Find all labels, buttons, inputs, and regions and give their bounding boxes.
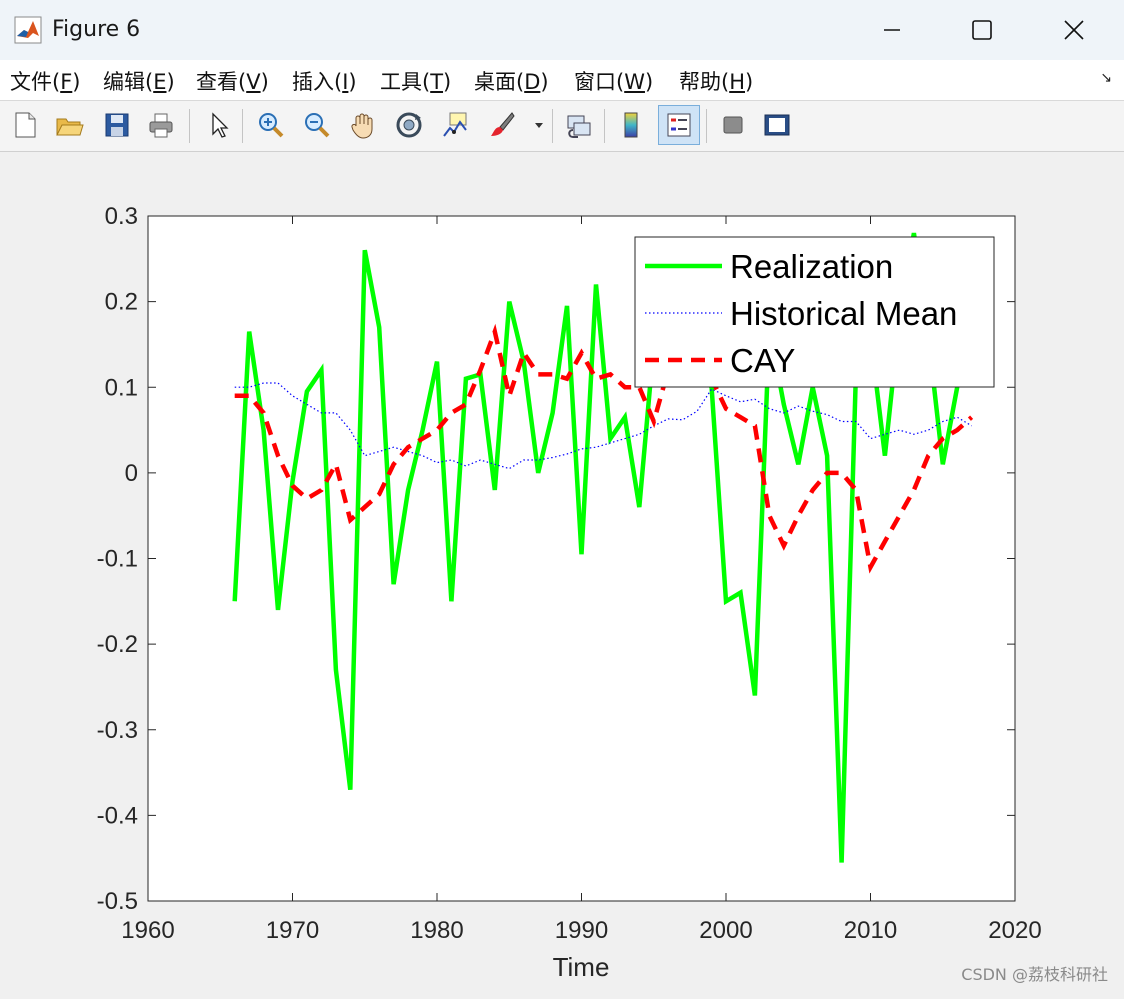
link-plot-icon: [567, 115, 591, 138]
save-icon: [105, 113, 129, 137]
close-button[interactable]: [1046, 8, 1102, 52]
rotate-3d-button[interactable]: [392, 108, 426, 142]
y-tick-label: -0.4: [97, 802, 138, 829]
x-tick-label: 1980: [410, 917, 463, 944]
x-tick-label: 2020: [988, 917, 1041, 944]
figure-toolbar: [0, 101, 1124, 152]
menu-window[interactable]: 窗口(W): [574, 70, 654, 94]
legend-button[interactable]: [658, 105, 700, 145]
y-tick-label: 0: [125, 460, 138, 487]
toolbar-separator: [242, 109, 243, 143]
maximize-icon: [972, 20, 992, 40]
zoom-in-icon: [259, 113, 284, 138]
y-tick-label: -0.1: [97, 546, 138, 573]
menu-insert[interactable]: 插入(I): [292, 70, 357, 94]
colorbar-button[interactable]: [614, 108, 648, 142]
chevron-down-icon: [535, 123, 543, 128]
x-tick-label: 1960: [121, 917, 174, 944]
legend-label: Historical Mean: [730, 295, 957, 332]
show-plot-tools-button[interactable]: [760, 108, 794, 142]
rotate-3d-icon: [396, 112, 422, 138]
toolbar-separator: [189, 109, 190, 143]
series-line-realization[interactable]: [232, 232, 960, 863]
open-file-icon: [56, 118, 84, 136]
maximize-button[interactable]: [954, 8, 1010, 52]
x-tick-label: 1970: [266, 917, 319, 944]
series-line-historical-mean[interactable]: [234, 382, 972, 470]
menu-file[interactable]: 文件(F): [10, 70, 81, 94]
y-tick-label: -0.3: [97, 717, 138, 744]
line-chart[interactable]: 1960 1970 1980 1990 2000 2010 2020 -0.5 -0.4 -0.3…: [0, 152, 1124, 995]
window-title-bar: Figure 6: [0, 0, 1124, 61]
toolbar-separator: [604, 109, 605, 143]
series-line-cay[interactable]: [234, 323, 974, 574]
figure-canvas: 1960 1970 1980 1990 2000 2010 2020 -0.5 -0.4 -0.3…: [0, 152, 1124, 995]
y-tick-label: -0.2: [97, 631, 138, 658]
open-file-button[interactable]: [52, 108, 86, 142]
brush-icon: [491, 112, 515, 136]
link-plot-button[interactable]: [562, 108, 596, 142]
zoom-in-button[interactable]: [254, 108, 288, 142]
select-arrow-icon: [212, 112, 229, 138]
brush-button[interactable]: [484, 108, 518, 142]
print-icon: [149, 113, 173, 138]
x-tick-label: 2010: [844, 917, 897, 944]
select-button[interactable]: [202, 108, 236, 142]
close-icon: [1064, 20, 1084, 40]
minimize-button[interactable]: [864, 8, 920, 52]
menu-bar: 文件(F) 编辑(E) 查看(V) 插入(I) 工具(T) 桌面(D) 窗口(W…: [0, 60, 1124, 101]
y-tick-label: 0.3: [105, 203, 138, 230]
pan-button[interactable]: [346, 108, 380, 142]
hide-plot-tools-icon: [723, 116, 743, 134]
new-figure-button[interactable]: [8, 108, 42, 142]
menu-view[interactable]: 查看(V): [196, 70, 269, 94]
colorbar-icon: [624, 112, 638, 138]
x-tick-label: 2000: [699, 917, 752, 944]
matlab-logo-icon: [14, 16, 42, 44]
minimize-icon: [884, 29, 900, 31]
brush-dropdown[interactable]: [532, 108, 546, 142]
legend-label: CAY: [730, 342, 795, 379]
x-tick-label: 1990: [555, 917, 608, 944]
legend[interactable]: Realization Historical Mean CAY: [634, 236, 995, 388]
y-tick-label: -0.5: [97, 888, 138, 915]
data-cursor-button[interactable]: [438, 108, 472, 142]
pan-hand-icon: [351, 113, 373, 139]
legend-label: Realization: [730, 248, 893, 285]
data-cursor-icon: [443, 112, 467, 137]
toolbar-separator: [706, 109, 707, 143]
y-tick-label: 0.2: [105, 289, 138, 316]
hide-plot-tools-button[interactable]: [716, 108, 750, 142]
watermark: CSDN @荔枝科研社: [961, 965, 1108, 984]
save-button[interactable]: [100, 108, 134, 142]
menu-help[interactable]: 帮助(H): [679, 70, 754, 94]
menu-edit[interactable]: 编辑(E): [103, 70, 175, 94]
print-button[interactable]: [144, 108, 178, 142]
x-axis-label: Time: [553, 952, 610, 982]
zoom-out-icon: [305, 113, 330, 138]
zoom-out-button[interactable]: [300, 108, 334, 142]
new-figure-icon: [15, 112, 36, 138]
y-tick-label: 0.1: [105, 374, 138, 401]
menu-desktop[interactable]: 桌面(D): [474, 70, 549, 94]
show-plot-tools-icon: [764, 114, 790, 136]
menu-overflow-icon[interactable]: ↘: [1100, 70, 1112, 86]
toolbar-separator: [552, 109, 553, 143]
window-title: Figure 6: [52, 17, 141, 42]
menu-tools[interactable]: 工具(T): [380, 70, 452, 94]
legend-icon: [667, 113, 691, 137]
